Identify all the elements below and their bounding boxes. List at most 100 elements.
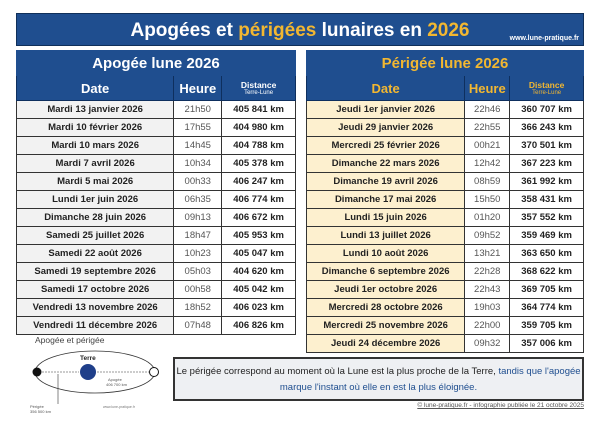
table-row: Lundi 15 juin 2026 01h20 357 552 km — [305, 208, 584, 227]
distance-cell: 406 672 km — [221, 208, 296, 227]
time-cell: 09h52 — [464, 226, 511, 245]
date-cell: Vendredi 11 décembre 2026 — [15, 316, 175, 335]
table-row: Dimanche 28 juin 2026 09h13 406 672 km — [15, 208, 296, 227]
date-cell: Mardi 10 février 2026 — [15, 118, 175, 137]
table-row: Jeudi 1er janvier 2026 22h46 360 707 km — [305, 100, 584, 119]
time-cell: 00h21 — [464, 136, 511, 155]
time-cell: 05h03 — [173, 262, 223, 281]
date-cell: Mardi 7 avril 2026 — [15, 154, 175, 173]
time-cell: 00h58 — [173, 280, 223, 299]
date-cell: Samedi 19 septembre 2026 — [15, 262, 175, 281]
table-row: Lundi 13 juillet 2026 09h52 359 469 km — [305, 226, 584, 245]
time-cell: 06h35 — [173, 190, 223, 209]
time-cell: 22h28 — [464, 262, 511, 281]
distance-cell: 406 023 km — [221, 298, 296, 317]
apogee-dist: 406 700 km — [106, 382, 128, 387]
table-row: Mardi 13 janvier 2026 21h50 405 841 km — [15, 100, 296, 119]
perigee-dist: 356 500 km — [30, 409, 52, 414]
time-cell: 14h45 — [173, 136, 223, 155]
date-cell: Vendredi 13 novembre 2026 — [15, 298, 175, 317]
col-heure: Heure — [173, 75, 223, 101]
distance-cell: 367 223 km — [509, 154, 584, 173]
site-url: www.lune-pratique.fr — [509, 35, 579, 42]
col-distance: Distance Terre-Lune — [221, 75, 296, 101]
date-cell: Lundi 1er juin 2026 — [15, 190, 175, 209]
time-cell: 10h34 — [173, 154, 223, 173]
table-row: Vendredi 11 décembre 2026 07h48 406 826 km — [15, 316, 296, 335]
date-cell: Samedi 17 octobre 2026 — [15, 280, 175, 299]
distance-cell: 405 841 km — [221, 100, 296, 119]
table-row: Mercredi 25 février 2026 00h21 370 501 km — [305, 136, 584, 155]
table-row: Mardi 10 février 2026 17h55 404 980 km — [15, 118, 296, 137]
table-row: Dimanche 6 septembre 2026 22h28 368 622 km — [305, 262, 584, 281]
time-cell: 18h52 — [173, 298, 223, 317]
date-cell: Mardi 10 mars 2026 — [15, 136, 175, 155]
credit-link[interactable]: © lune-pratique.fr - infographie publiée… — [417, 402, 584, 409]
orbit-diagram: Terre Apogée 406 700 km Périgée 356 500 … — [30, 350, 159, 414]
note-text1: Le périgée correspond au moment où la Lu… — [176, 366, 499, 377]
time-cell: 08h59 — [464, 172, 511, 191]
table-row: Dimanche 19 avril 2026 08h59 361 992 km — [305, 172, 584, 191]
table-row: Mercredi 25 novembre 2026 22h00 359 705 km — [305, 316, 584, 335]
table-row: Samedi 19 septembre 2026 05h03 404 620 km — [15, 262, 296, 281]
date-cell: Dimanche 6 septembre 2026 — [305, 262, 466, 281]
time-cell: 17h55 — [173, 118, 223, 137]
date-cell: Dimanche 19 avril 2026 — [305, 172, 466, 191]
table-row: Lundi 1er juin 2026 06h35 406 774 km — [15, 190, 296, 209]
page-title-banner: Apogées et périgées lunaires en 2026 www… — [16, 13, 584, 46]
table-row: Lundi 10 août 2026 13h21 363 650 km — [305, 244, 584, 263]
distance-cell: 370 501 km — [509, 136, 584, 155]
perigee-label: Périgée — [30, 404, 45, 409]
table-row: Jeudi 1er octobre 2026 22h43 369 705 km — [305, 280, 584, 299]
distance-cell: 359 469 km — [509, 226, 584, 245]
distance-cell: 359 705 km — [509, 316, 584, 335]
table-row: Samedi 25 juillet 2026 18h47 405 953 km — [15, 226, 296, 245]
distance-cell: 357 552 km — [509, 208, 584, 227]
diagram-url: www.lune-pratique.fr — [103, 405, 136, 409]
earth-label: Terre — [80, 355, 96, 362]
table-row: Samedi 17 octobre 2026 00h58 405 042 km — [15, 280, 296, 299]
table-row: Dimanche 22 mars 2026 12h42 367 223 km — [305, 154, 584, 173]
date-cell: Samedi 22 août 2026 — [15, 244, 175, 263]
apogee-table: Apogée lune 2026 Date Heure Distance Terr… — [15, 50, 296, 335]
time-cell: 09h13 — [173, 208, 223, 227]
distance-cell: 358 431 km — [509, 190, 584, 209]
date-cell: Jeudi 24 décembre 2026 — [305, 334, 466, 353]
table-row: Vendredi 13 novembre 2026 18h52 406 023 km — [15, 298, 296, 317]
note-text2: tandis que l'apogée marque l'instant où … — [279, 366, 581, 393]
date-cell: Jeudi 1er octobre 2026 — [305, 280, 466, 299]
date-cell: Mardi 5 mai 2026 — [15, 172, 175, 191]
table-row: Jeudi 24 décembre 2026 09h32 357 006 km — [305, 334, 584, 353]
table-row: Mardi 10 mars 2026 14h45 404 788 km — [15, 136, 296, 155]
time-cell: 07h48 — [173, 316, 223, 335]
time-cell: 21h50 — [173, 100, 223, 119]
apogee-table-title: Apogée lune 2026 — [16, 50, 296, 76]
table-row: Mardi 5 mai 2026 00h33 406 247 km — [15, 172, 296, 191]
time-cell: 01h20 — [464, 208, 511, 227]
time-cell: 22h00 — [464, 316, 511, 335]
date-cell: Dimanche 22 mars 2026 — [305, 154, 466, 173]
table-row: Samedi 22 août 2026 10h23 405 047 km — [15, 244, 296, 263]
table-row: Jeudi 29 janvier 2026 22h55 366 243 km — [305, 118, 584, 137]
title-part1: Apogées et — [130, 20, 239, 41]
distance-cell: 364 774 km — [509, 298, 584, 317]
col-date: Date — [305, 75, 466, 101]
distance-cell: 357 006 km — [509, 334, 584, 353]
distance-cell: 406 247 km — [221, 172, 296, 191]
time-cell: 13h21 — [464, 244, 511, 263]
diagram-title: Apogée et périgée — [35, 335, 105, 345]
moon-perigee-icon — [32, 367, 42, 377]
time-cell: 10h23 — [173, 244, 223, 263]
distance-cell: 405 953 km — [221, 226, 296, 245]
time-cell: 18h47 — [173, 226, 223, 245]
distance-cell: 404 788 km — [221, 136, 296, 155]
time-cell: 00h33 — [173, 172, 223, 191]
date-cell: Jeudi 1er janvier 2026 — [305, 100, 466, 119]
moon-apogee-icon — [149, 367, 159, 377]
distance-cell: 369 705 km — [509, 280, 584, 299]
date-cell: Mercredi 25 novembre 2026 — [305, 316, 466, 335]
time-cell: 15h50 — [464, 190, 511, 209]
distance-cell: 360 707 km — [509, 100, 584, 119]
time-cell: 22h46 — [464, 100, 511, 119]
distance-cell: 363 650 km — [509, 244, 584, 263]
